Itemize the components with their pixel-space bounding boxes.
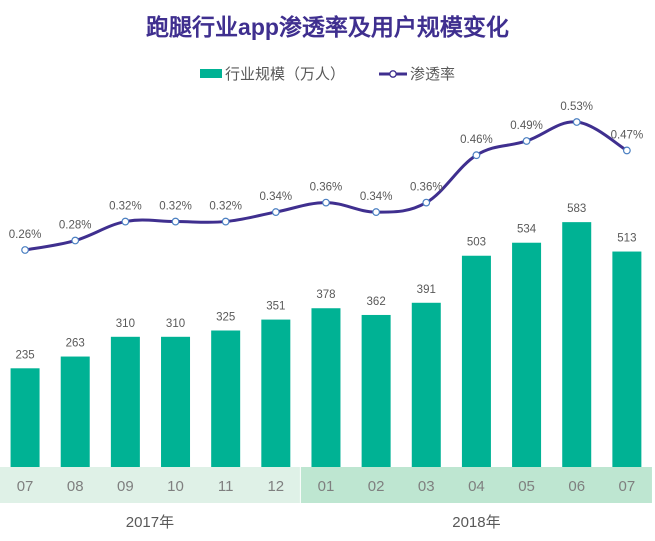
bar (361, 314, 391, 467)
legend-swatch-bar (199, 69, 222, 78)
bar (10, 368, 40, 467)
x-tick-label: 11 (218, 478, 234, 495)
line-point (622, 146, 631, 155)
bar (311, 308, 341, 467)
axis-band-0 (0, 467, 300, 503)
bar-data-label: 503 (467, 237, 486, 249)
x-tick-label: 07 (17, 478, 34, 495)
x-tick-label: 08 (67, 478, 84, 495)
x-tick-label: 02 (368, 478, 385, 495)
bar-data-label: 378 (316, 289, 335, 301)
line-data-label: 0.34% (260, 191, 293, 203)
line-data-label: 0.36% (410, 182, 443, 194)
bar-data-label: 534 (517, 224, 537, 236)
bar (562, 222, 592, 467)
line-point (322, 198, 330, 207)
bar (60, 356, 90, 467)
x-tick-label: 09 (117, 478, 134, 495)
chart-title: 跑腿行业app渗透率及用户规模变化 (146, 14, 509, 40)
year-label: 2017年 (126, 514, 174, 531)
line-data-label: 0.32% (159, 201, 192, 213)
line-data-label: 0.53% (560, 101, 593, 113)
bar-data-label: 391 (417, 284, 436, 296)
bar-data-label: 362 (367, 296, 386, 308)
bar-data-label: 310 (166, 318, 185, 330)
x-tick-label: 03 (418, 478, 435, 495)
bar-data-label: 263 (66, 338, 85, 350)
legend-swatch-line (379, 69, 407, 78)
bar-data-label: 513 (617, 233, 636, 245)
line-data-label: 0.46% (460, 134, 493, 146)
line-data-label: 0.34% (360, 191, 393, 203)
line-point (121, 217, 130, 226)
legend-item-line: 渗透率 (379, 63, 455, 84)
x-tick-label: 04 (468, 478, 485, 495)
bar-data-label: 351 (266, 301, 285, 313)
line-data-label: 0.32% (209, 201, 242, 213)
line-data-label: 0.47% (611, 129, 644, 141)
x-tick-label: 06 (568, 478, 585, 495)
line-point (572, 118, 581, 126)
axis-band-1 (300, 467, 652, 503)
line-data-label: 0.32% (109, 201, 142, 213)
bar (161, 336, 191, 467)
bar (612, 251, 642, 467)
year-label: 2018年 (452, 514, 500, 531)
legend: 行业规模（万人） 渗透率 (0, 63, 655, 84)
legend-label-bar: 行业规模（万人） (224, 66, 345, 83)
line-point (71, 236, 80, 245)
line-point (221, 217, 230, 226)
bar (261, 319, 291, 467)
line-point (171, 217, 180, 226)
x-tick-label: 07 (619, 478, 636, 495)
bar (110, 336, 140, 467)
line-data-label: 0.26% (9, 229, 42, 241)
bar (411, 302, 441, 467)
line-point (372, 208, 381, 216)
line-point (271, 208, 280, 216)
line-point (422, 198, 431, 207)
line-data-label: 0.49% (510, 120, 543, 132)
bar-data-label: 325 (216, 312, 235, 324)
bar (512, 242, 542, 467)
x-tick-label: 05 (518, 478, 535, 495)
bar (461, 255, 491, 467)
bar-data-label: 583 (567, 203, 586, 215)
line-data-label: 0.36% (310, 182, 343, 194)
x-tick-label: 01 (318, 478, 335, 495)
line-point (21, 246, 29, 254)
line-data-label: 0.28% (59, 220, 92, 232)
legend-label-line: 渗透率 (410, 66, 456, 83)
x-tick-label: 10 (167, 478, 184, 495)
line-point (472, 151, 481, 160)
x-tick-label: 12 (267, 478, 284, 495)
legend-item-bar: 行业规模（万人） (199, 63, 345, 84)
bar (211, 330, 241, 467)
bar-data-label: 235 (15, 349, 34, 361)
bar-data-label: 310 (116, 318, 135, 330)
line-point (522, 137, 531, 145)
